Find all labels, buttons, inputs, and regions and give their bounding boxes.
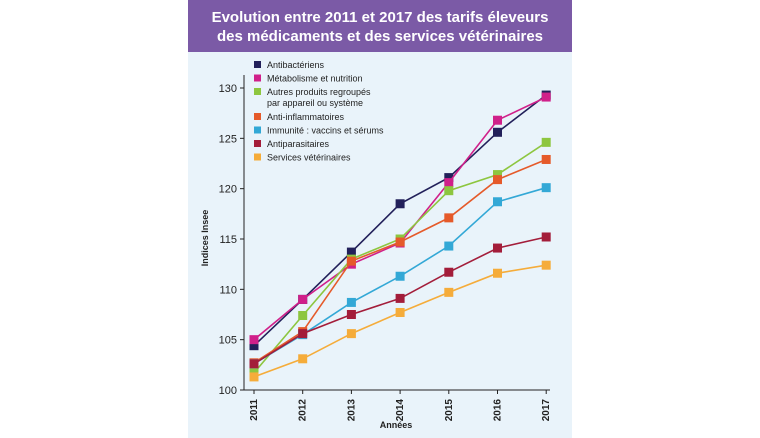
legend-item: Services vétérinaires [254,153,351,163]
data-point [444,173,454,183]
data-point [298,354,308,364]
y-tick-label: 115 [219,234,237,246]
data-point [493,268,502,278]
data-point [444,267,454,277]
legend-label: Services vétérinaires [267,153,351,163]
x-axis-label: Années [380,420,413,430]
chart-title: Evolution entre 2011 et 2017 des tarifs … [188,0,572,52]
data-point [298,311,308,321]
y-tick-label: 130 [219,83,237,95]
data-point [346,329,356,339]
legend-item: Autres produits regroupés par appareil ou… [254,87,371,108]
data-point [249,372,259,382]
x-tick-label: 2013 [346,399,357,422]
data-point [493,170,502,180]
legend-item: Anti-inflammatoires [254,112,345,122]
data-point [444,241,454,251]
x-tick-label: 2015 [444,399,455,422]
y-tick-label: 105 [219,335,237,347]
legend-swatch [254,88,261,95]
chart-title-line-1: Evolution entre 2011 et 2017 des tarifs … [211,9,549,26]
data-point [541,92,551,102]
legend-item: Antibactériens [254,60,325,70]
data-point [249,341,259,351]
legend-swatch [254,153,261,161]
data-point [541,232,551,242]
data-point [493,197,502,207]
x-tick-label: 2012 [298,399,309,422]
data-point [444,213,454,223]
data-point [444,186,454,196]
legend-swatch [254,126,261,134]
data-point [395,237,405,247]
legend-item: Antiparasitaires [254,139,330,149]
data-point [444,178,454,188]
data-point [346,310,356,319]
data-point [493,127,502,137]
legend-label: Anti-inflammatoires [267,112,345,122]
x-ticks: 2011 2012 2013 2014 2015 2016 2017 [249,390,552,421]
legend-label: Métabolisme et nutrition [267,74,363,84]
data-point [298,294,308,304]
legend-item: Métabolisme et nutrition [254,74,363,84]
series-line [253,158,547,364]
series-group [249,90,551,382]
data-point [493,115,502,125]
series-group [249,183,551,369]
legend-label: Antibactériens [267,60,325,70]
data-point [541,137,551,147]
data-point [346,256,356,266]
series-group [249,154,551,368]
legend-swatch [254,113,261,120]
y-tick-label: 100 [219,385,237,397]
data-point [444,287,454,297]
data-point [395,307,405,317]
y-ticks: 100 105 110 115 120 125 130 [219,83,244,397]
chart-panel: Evolution entre 2011 et 2017 des tarifs … [188,0,572,438]
legend-label: Autres produits regroupés par appareil ou… [267,87,371,108]
y-tick-label: 110 [219,284,237,296]
y-tick-label: 120 [219,184,237,196]
series-group [249,260,551,382]
legend-label: Immunité : vaccins et sérums [267,126,384,136]
data-point [346,247,356,257]
legend-swatch [254,140,261,147]
chart-title-line-2: des médicaments et des services vétérina… [216,28,544,45]
y-axis-label: Indices Insee [200,210,210,267]
series-group [249,232,551,369]
data-point [395,199,405,209]
legend-label: Antiparasitaires [267,139,330,149]
legend-swatch [254,61,261,68]
series-group [249,137,551,378]
data-point [541,183,551,193]
data-point [249,359,259,369]
x-tick-label: 2014 [395,399,406,422]
x-tick-label: 2017 [541,399,552,422]
data-point [298,329,308,339]
data-point [249,335,259,345]
data-point [346,297,356,307]
x-tick-label: 2016 [493,399,504,422]
line-chart: Indices Insee Années 1001051101151201251… [200,60,552,430]
x-tick-label: 2011 [249,399,260,421]
data-point [395,293,405,303]
legend-item: Immunité : vaccins et sérums [254,126,384,136]
data-point [395,271,405,281]
y-tick-label: 125 [219,133,237,145]
data-point [493,243,502,253]
data-point [541,260,551,270]
legend: Antibactériens Métabolisme et nutrition Au… [254,60,384,163]
data-point [493,175,502,185]
data-point [541,154,551,164]
legend-swatch [254,74,261,82]
